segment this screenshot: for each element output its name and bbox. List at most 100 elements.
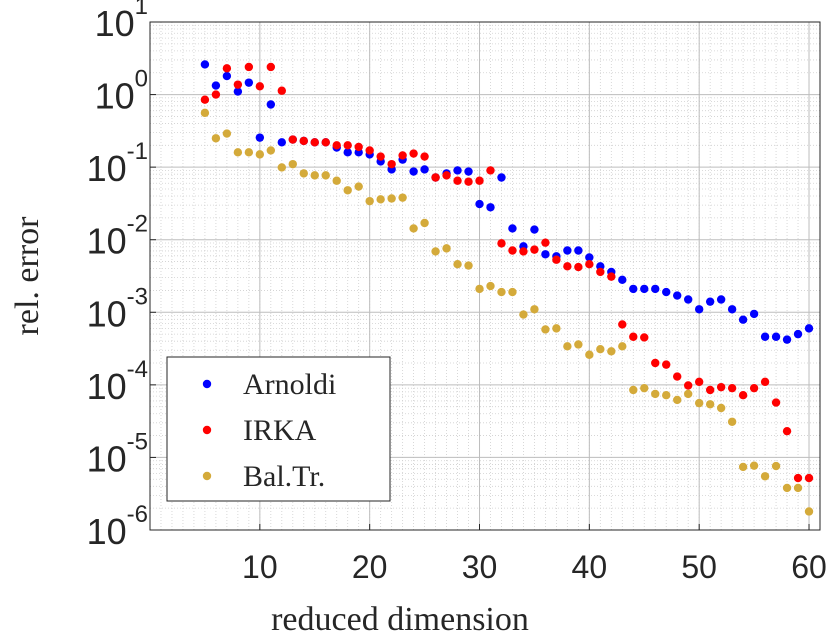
data-point: [694, 305, 704, 314]
data-point: [508, 287, 517, 297]
data-point: [760, 332, 770, 341]
data-point: [673, 372, 682, 381]
data-point: [727, 383, 737, 393]
data-point: [277, 86, 287, 95]
data-point: [683, 389, 693, 399]
x-axis-label: reduced dimension: [271, 601, 529, 638]
data-point: [233, 87, 243, 96]
data-point: [431, 173, 440, 182]
legend-marker: [202, 471, 212, 481]
y-tick-label: 10-4: [87, 356, 148, 407]
data-point: [651, 284, 660, 294]
data-point: [497, 287, 506, 297]
y-tick-label: 10-5: [87, 428, 148, 479]
legend-marker: [202, 425, 212, 435]
data-point: [618, 275, 627, 285]
data-point: [475, 199, 484, 209]
data-point: [705, 385, 715, 395]
data-point: [804, 507, 814, 516]
y-tick-label: 10-6: [87, 501, 148, 552]
data-point: [365, 146, 374, 155]
legend-label: Bal.Tr.: [243, 460, 325, 493]
data-point: [804, 324, 814, 333]
data-point: [442, 171, 451, 180]
data-point: [211, 134, 221, 143]
data-point: [771, 461, 781, 471]
x-tick-label: 40: [572, 549, 608, 585]
data-point: [519, 310, 528, 319]
data-point: [629, 332, 638, 341]
data-point: [651, 389, 660, 399]
data-point: [552, 324, 561, 333]
data-point: [508, 224, 517, 233]
data-point: [563, 246, 572, 255]
data-point: [332, 176, 341, 185]
legend-marker: [202, 379, 212, 389]
data-point: [793, 329, 803, 339]
legend-label: IRKA: [243, 414, 317, 447]
data-point: [475, 176, 484, 185]
data-point: [343, 186, 352, 195]
data-point: [585, 253, 594, 262]
data-point: [453, 259, 462, 269]
data-point: [662, 287, 671, 297]
data-point: [563, 342, 572, 351]
data-point: [244, 78, 254, 87]
data-point: [387, 194, 396, 203]
data-point: [705, 297, 715, 306]
data-point: [376, 152, 385, 161]
data-point: [222, 129, 232, 138]
data-point: [409, 224, 418, 233]
data-point: [673, 395, 682, 405]
data-point: [694, 377, 704, 387]
data-point: [618, 342, 627, 351]
data-point: [464, 177, 473, 186]
data-point: [738, 315, 748, 324]
x-tick-label: 50: [681, 549, 717, 585]
data-point: [354, 182, 363, 191]
data-point: [464, 167, 473, 176]
data-point: [716, 382, 726, 392]
data-point: [365, 196, 374, 206]
data-point: [211, 81, 221, 90]
data-point: [530, 305, 539, 314]
data-point: [266, 62, 276, 72]
y-tick-label: 100: [95, 66, 148, 117]
data-point: [442, 244, 451, 253]
data-point: [222, 64, 232, 73]
data-point: [497, 239, 506, 248]
data-point: [574, 340, 583, 349]
data-point: [266, 100, 276, 109]
data-point: [683, 381, 693, 390]
x-tick-label: 60: [791, 549, 827, 585]
data-point: [321, 171, 330, 180]
data-point: [738, 462, 748, 472]
data-point: [420, 165, 429, 174]
data-point: [793, 483, 803, 493]
data-point: [640, 383, 649, 393]
data-point: [727, 305, 737, 314]
data-point: [596, 344, 605, 354]
data-point: [760, 472, 770, 481]
x-tick-label: 20: [352, 549, 388, 585]
data-point: [475, 284, 484, 294]
data-point: [683, 295, 693, 304]
axes-box: [149, 21, 821, 531]
data-point: [222, 71, 232, 81]
legend: Arnoldi IRKA Bal.Tr.: [166, 356, 391, 502]
data-point: [497, 173, 506, 182]
data-point: [409, 167, 418, 176]
data-point: [244, 148, 254, 157]
data-point: [607, 347, 616, 356]
y-tick-label: 101: [95, 0, 148, 44]
y-tick-label: 10-1: [87, 138, 148, 189]
data-point: [200, 108, 210, 118]
data-point: [662, 391, 671, 400]
data-point: [782, 335, 792, 344]
data-point: [354, 142, 363, 152]
data-point: [640, 333, 649, 342]
data-point: [486, 166, 495, 175]
data-point: [310, 138, 319, 147]
data-point: [310, 171, 319, 180]
data-point: [541, 238, 550, 247]
